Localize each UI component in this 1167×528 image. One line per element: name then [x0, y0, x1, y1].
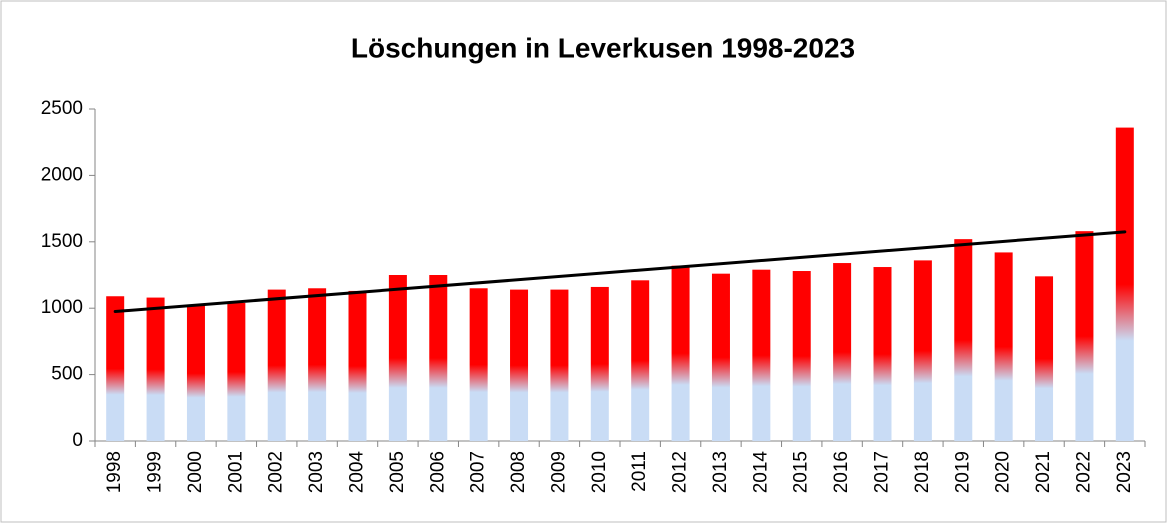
- x-tick-label: 2005: [387, 451, 408, 493]
- y-tick-label: 0: [72, 430, 83, 451]
- bar: [348, 290, 367, 441]
- bar: [752, 269, 771, 441]
- x-tick-label: 2019: [952, 451, 973, 493]
- x-tick-label: 2017: [872, 451, 893, 493]
- x-tick-label: 2011: [629, 451, 650, 492]
- bar: [833, 263, 852, 441]
- bar: [792, 271, 811, 441]
- x-tick-label: 2003: [306, 451, 327, 493]
- x-tick-label: 2013: [710, 451, 731, 493]
- x-tick-label: 2023: [1114, 451, 1135, 493]
- bar: [146, 297, 165, 441]
- bar: [954, 239, 973, 441]
- x-tick-label: 2002: [266, 451, 287, 493]
- x-tick-label: 2007: [468, 451, 489, 493]
- bar: [267, 289, 286, 441]
- x-tick-label: 2016: [831, 451, 852, 493]
- bar: [1115, 127, 1134, 441]
- bar: [550, 289, 569, 441]
- x-tick-label: 2012: [670, 451, 691, 493]
- bar: [388, 275, 407, 441]
- x-tick-label: 2004: [347, 451, 368, 494]
- y-tick-label: 1000: [41, 297, 83, 318]
- y-tick-label: 2500: [41, 98, 83, 119]
- x-tick-label: 2006: [427, 451, 448, 493]
- bar: [913, 260, 932, 441]
- y-tick-label: 1500: [41, 231, 83, 252]
- bar: [873, 267, 892, 441]
- x-tick-label: 2010: [589, 451, 610, 493]
- bar: [429, 275, 448, 441]
- x-tick-label: 2021: [1033, 451, 1054, 493]
- x-tick-label: 2015: [791, 451, 812, 493]
- bar: [590, 286, 609, 441]
- chart-title: Löschungen in Leverkusen 1998-2023: [351, 32, 855, 63]
- x-tick-label: 2009: [548, 451, 569, 493]
- bar: [994, 252, 1013, 441]
- bar: [186, 305, 205, 441]
- y-tick-label: 500: [51, 364, 83, 385]
- bar: [510, 289, 529, 441]
- trendline: [113, 230, 1127, 314]
- x-tick-label: 1999: [145, 451, 166, 493]
- x-tick-label: 1998: [104, 451, 125, 493]
- x-tick-label: 2020: [993, 451, 1014, 493]
- bar: [711, 273, 730, 441]
- bar: [1075, 231, 1094, 441]
- y-tick-label: 2000: [41, 164, 83, 185]
- x-tick-label: 2018: [912, 451, 933, 493]
- bar: [469, 288, 488, 441]
- bar: [227, 302, 246, 441]
- bar: [308, 288, 327, 441]
- bar: [1035, 276, 1054, 441]
- bar: [106, 296, 125, 441]
- x-tick-label: 2022: [1073, 451, 1094, 493]
- x-tick-label: 2000: [185, 451, 206, 493]
- bar: [671, 265, 690, 441]
- x-tick-label: 2001: [225, 451, 246, 493]
- x-tick-label: 2008: [508, 451, 529, 493]
- bar: [631, 280, 650, 441]
- x-tick-label: 2014: [750, 451, 771, 494]
